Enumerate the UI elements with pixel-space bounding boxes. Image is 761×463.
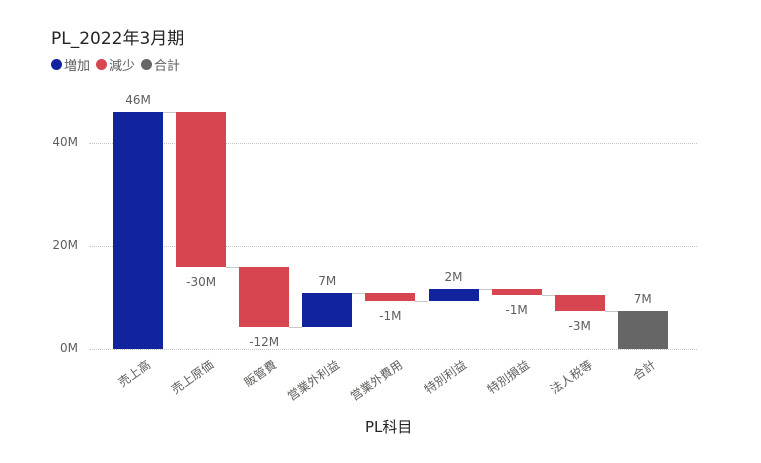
x-tick-label: 法人税等 [547,357,595,397]
legend-label: 増加 [64,59,91,74]
connector-line [604,310,618,312]
x-tick-label: 合計 [630,357,658,383]
bar-inc[interactable] [428,288,479,301]
data-label: 46M [125,93,151,108]
bar-total[interactable] [617,310,668,349]
data-label: -12M [249,335,280,350]
gridline [89,349,697,350]
x-axis-title: PL科目 [365,418,413,436]
data-label: 7M [318,273,337,288]
increase-dot-icon [51,59,62,70]
connector-line [478,288,492,290]
bar-dec[interactable] [554,295,605,311]
connector-line [289,327,303,329]
y-tick-label: 0M [60,341,78,355]
data-label: 7M [633,291,652,306]
y-tick-label: 20M [52,238,78,252]
x-tick-label: 営業外利益 [285,357,343,404]
legend-item-decrease[interactable]: 減少 [96,55,135,74]
legend-item-increase[interactable]: 増加 [51,55,90,74]
connector-line [415,300,429,302]
decrease-dot-icon [96,59,108,70]
data-label: -1M [505,303,528,318]
chart-title: PL_2022年3月期 [51,29,185,49]
x-tick-label: 特別損益 [484,357,532,397]
data-label: -3M [568,318,591,333]
gridline [89,143,697,144]
data-label: -1M [379,308,402,323]
x-tick-label: 販管費 [241,357,280,390]
bar-dec[interactable] [491,288,542,296]
connector-line [541,295,555,297]
x-tick-label: 特別利益 [421,357,469,397]
gridline [89,246,697,247]
bar-dec[interactable] [239,266,290,328]
y-tick-label: 40M [52,135,78,149]
data-label: 2M [444,269,463,284]
x-tick-label: 売上原価 [168,357,217,397]
bar-dec[interactable] [365,292,416,301]
legend-item-total[interactable]: 合計 [141,55,180,74]
x-tick-label: 売上高 [115,357,154,390]
bar-inc[interactable] [113,112,163,349]
x-tick-label: 営業外費用 [348,357,406,404]
connector-line [226,266,240,268]
legend-label: 合計 [154,59,181,74]
bar-inc[interactable] [302,292,353,328]
bar-dec[interactable] [176,112,227,267]
legend: 増加 減少 合計 [51,55,180,74]
total-dot-icon [141,59,153,70]
legend-label: 減少 [109,59,136,74]
connector-line [352,292,366,294]
connector-line [163,112,177,114]
data-label: -30M [186,274,217,289]
